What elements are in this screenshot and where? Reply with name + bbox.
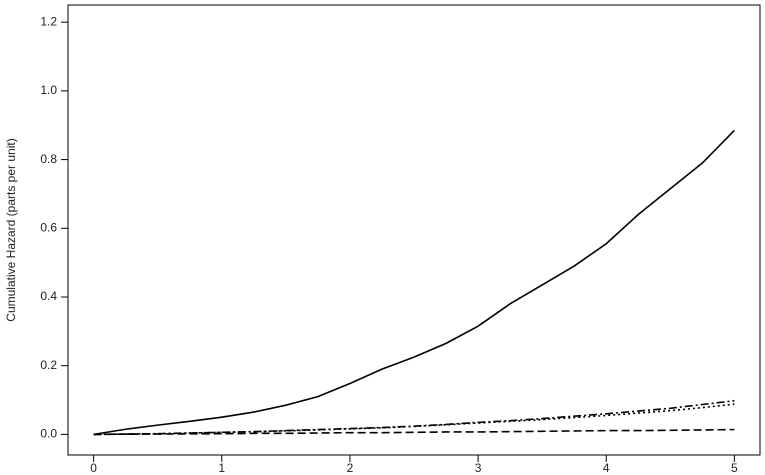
y-tick-label: 0.6 (40, 220, 57, 234)
y-tick-label: 0.8 (40, 152, 57, 166)
y-tick-label: 0.4 (40, 289, 57, 303)
series-line (93, 129, 735, 436)
x-tick-label: 2 (347, 461, 354, 475)
x-tick-label: 1 (218, 461, 225, 475)
x-tick-label: 4 (603, 461, 610, 475)
y-tick-label: 1.2 (40, 14, 57, 28)
plot-frame (67, 4, 761, 456)
series-line (93, 399, 735, 436)
x-tick-label: 3 (475, 461, 482, 475)
x-tick-label: 5 (731, 461, 738, 475)
y-tick-label: 0.0 (40, 427, 57, 441)
y-axis-label: Cumulative Hazard (parts per unit) (4, 138, 18, 321)
series-line (93, 428, 735, 436)
y-tick-label: 0.2 (40, 358, 57, 372)
series-line (93, 403, 735, 436)
x-tick-label: 0 (90, 461, 97, 475)
y-tick-label: 1.0 (40, 83, 57, 97)
